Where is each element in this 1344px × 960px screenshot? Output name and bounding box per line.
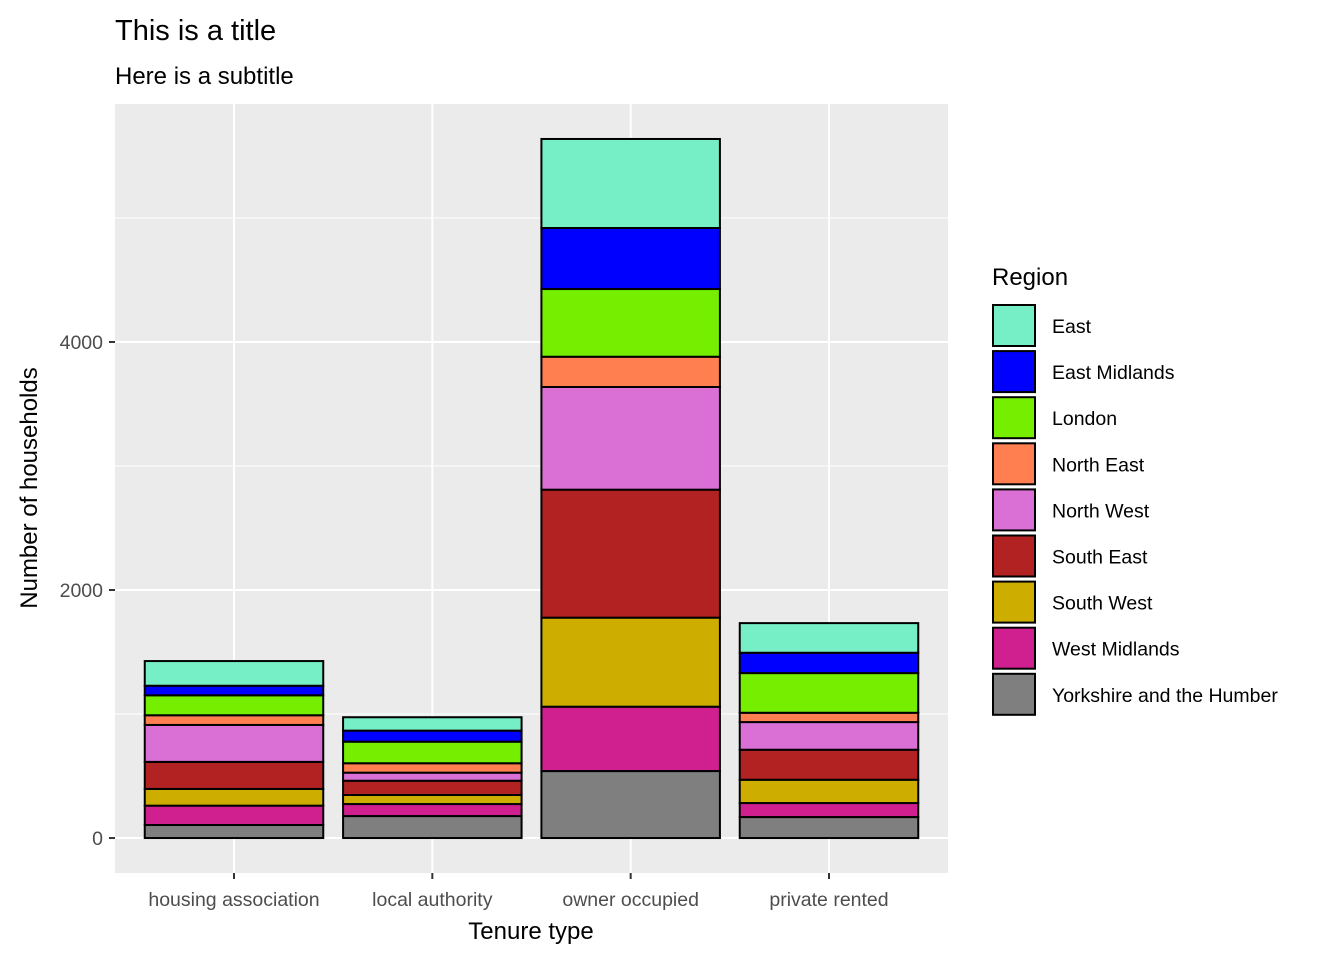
y-tick-label: 0 — [92, 828, 103, 850]
bar-segment — [342, 793, 523, 806]
bar-segment — [143, 723, 325, 763]
legend-item: Yorkshire and the Humber — [992, 672, 1278, 716]
bar-segment — [143, 714, 325, 726]
legend-item: West Midlands — [992, 626, 1180, 670]
legend-title: Region — [992, 264, 1068, 291]
bar-segment — [342, 771, 523, 782]
bar-segment — [143, 787, 325, 807]
legend-item: South East — [992, 534, 1148, 578]
bar-segment — [342, 729, 523, 743]
bar-segment — [738, 778, 920, 805]
bar-segment — [143, 684, 325, 697]
bar-segment — [143, 660, 325, 687]
x-axis: housing association local authority owner … — [148, 873, 889, 911]
legend-key — [992, 396, 1036, 440]
legend-label: West Midlands — [1052, 639, 1180, 661]
bar-segment — [540, 705, 721, 773]
bar-segment — [738, 651, 920, 675]
legend-key — [992, 442, 1036, 486]
bar-segment — [738, 748, 920, 781]
bar-segment — [143, 694, 325, 717]
bar-segment — [540, 355, 721, 388]
bar-segment — [738, 622, 920, 654]
bars — [143, 137, 920, 840]
bar-segment — [540, 385, 721, 491]
bar-segment — [738, 672, 920, 714]
legend: Region East East Midlands London North East… — [992, 264, 1278, 716]
bar-stack — [540, 137, 721, 840]
bar-segment — [540, 488, 721, 619]
legend-label: London — [1052, 408, 1117, 430]
legend-label: North West — [1052, 500, 1150, 522]
bar-segment — [738, 721, 920, 751]
bar-stack — [738, 622, 920, 840]
bar-segment — [540, 227, 721, 291]
bar-segment — [738, 802, 920, 819]
bar-segment — [342, 779, 523, 796]
legend-key — [992, 350, 1036, 394]
bar-segment — [342, 803, 523, 818]
x-axis-title: Tenure type — [468, 918, 593, 945]
bar-segment — [342, 740, 523, 765]
legend-key — [992, 304, 1036, 347]
x-tick-label: local authority — [372, 889, 493, 911]
bar-segment — [540, 616, 721, 708]
bar-stack — [143, 660, 325, 840]
legend-key — [992, 580, 1036, 624]
x-tick-label: private rented — [769, 889, 888, 911]
legend-label: South West — [1052, 593, 1153, 615]
legend-item: London — [992, 396, 1117, 440]
bar-segment — [143, 760, 325, 790]
bar-stack — [342, 716, 523, 840]
bar-segment — [540, 137, 721, 230]
y-tick-label: 4000 — [60, 332, 104, 354]
bar-segment — [143, 804, 325, 827]
bar-segment — [143, 824, 325, 840]
legend-item: North West — [992, 488, 1150, 532]
bar-segment — [342, 815, 523, 840]
bar-segment — [342, 716, 523, 732]
bar-segment — [540, 770, 721, 840]
legend-key — [992, 626, 1036, 670]
x-tick-label: housing association — [148, 889, 319, 911]
bar-segment — [342, 762, 523, 774]
legend-item: South West — [992, 580, 1153, 624]
chart-title: This is a title — [115, 15, 276, 47]
legend-label: East Midlands — [1052, 362, 1175, 384]
legend-item: North East — [992, 442, 1145, 486]
y-tick-label: 2000 — [60, 580, 104, 602]
chart-subtitle: Here is a subtitle — [115, 63, 294, 90]
legend-key — [992, 534, 1036, 578]
legend-key — [992, 488, 1036, 532]
x-tick-label: owner occupied — [562, 889, 699, 911]
legend-label: North East — [1052, 454, 1145, 476]
bar-segment — [738, 711, 920, 724]
legend-label: Yorkshire and the Humber — [1052, 685, 1278, 707]
bar-segment — [738, 816, 920, 840]
bar-segment — [540, 288, 721, 358]
legend-item: East Midlands — [992, 350, 1175, 394]
legend-item: East — [992, 304, 1092, 347]
y-axis: 0 2000 4000 — [60, 332, 115, 850]
legend-label: South East — [1052, 547, 1148, 569]
legend-label: East — [1052, 316, 1092, 338]
y-axis-title: Number of households — [16, 367, 43, 608]
legend-key — [992, 672, 1036, 716]
